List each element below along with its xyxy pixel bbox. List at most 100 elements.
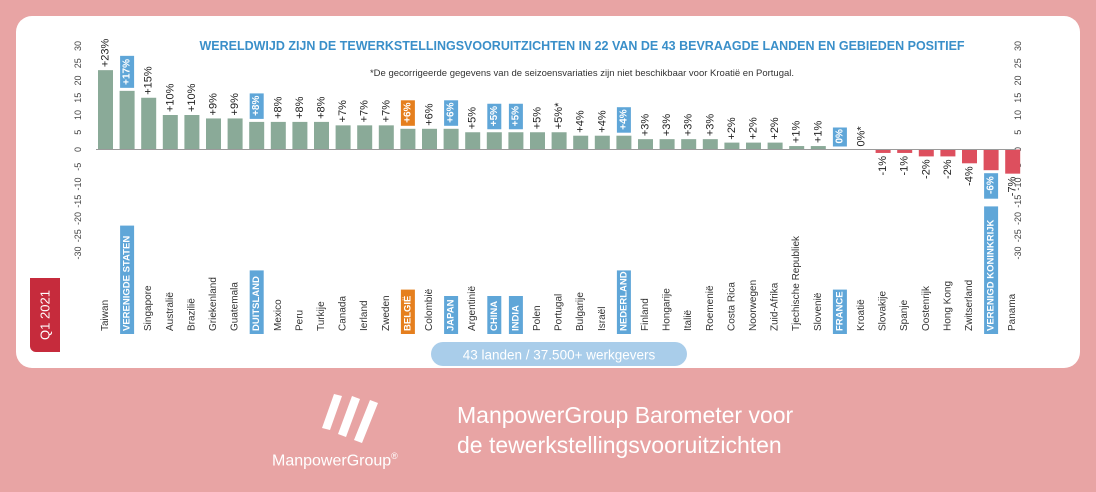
bar — [962, 149, 977, 164]
value-label: +15% — [143, 66, 155, 95]
value-label: +8% — [251, 95, 262, 115]
category-label-box — [487, 296, 502, 334]
bar — [767, 142, 783, 150]
bar — [465, 132, 481, 150]
category-label: Mexico — [273, 299, 284, 331]
bar — [443, 128, 459, 150]
category-label: Hong Kong — [942, 281, 953, 331]
bar — [702, 139, 718, 150]
quarter-badge: Q1 2021 — [30, 278, 60, 352]
bar — [638, 139, 653, 150]
bar-chart: WERELDWIJD ZIJN DE TEWERKSTELLINGSVOORUI… — [73, 38, 1023, 366]
barometer-title: ManpowerGroup Barometer voor de tewerkst… — [457, 402, 794, 458]
value-label: -4% — [964, 166, 976, 186]
category-label-box — [984, 206, 999, 334]
y-tick-label-left: -30 — [73, 246, 83, 259]
sample-size-pill — [431, 342, 687, 366]
category-label: NEDERLAND — [618, 271, 629, 331]
value-label-box — [487, 103, 502, 130]
bar — [400, 128, 416, 150]
y-tick-label-right: -25 — [1013, 229, 1023, 242]
value-label: +5%* — [553, 102, 565, 129]
bar — [486, 132, 502, 150]
bar — [270, 121, 286, 150]
bar — [983, 149, 999, 171]
chart-title: WERELDWIJD ZIJN DE TEWERKSTELLINGSVOORUI… — [199, 39, 964, 53]
y-tick-label-left: -15 — [73, 195, 83, 208]
bar — [162, 115, 178, 150]
bar — [98, 70, 113, 150]
value-label: +8% — [272, 96, 284, 119]
bar — [573, 135, 589, 150]
value-label: -6% — [986, 176, 997, 194]
value-label: +6% — [402, 102, 413, 122]
y-tick-label-left: 5 — [73, 130, 83, 135]
category-label: Tjechische Republiek — [791, 235, 802, 331]
value-label-box — [616, 107, 631, 133]
category-label: Zuid-Afrika — [770, 282, 781, 331]
value-label: +2% — [769, 117, 781, 140]
y-tick-label-right: 25 — [1013, 58, 1023, 68]
category-label: Italië — [683, 309, 694, 331]
value-label: 0% — [834, 129, 845, 144]
bar — [292, 121, 308, 150]
value-label: +9% — [229, 93, 241, 116]
y-tick-label-left: 15 — [73, 93, 83, 103]
category-label: FRANCE — [834, 291, 845, 331]
value-label: +1% — [791, 121, 803, 144]
y-tick-label-right: 20 — [1013, 75, 1023, 85]
value-label: -1% — [899, 156, 911, 176]
bar — [184, 115, 200, 150]
y-tick-label-right: 10 — [1013, 110, 1023, 120]
y-tick-label-left: 25 — [73, 58, 83, 68]
value-label: +7% — [359, 100, 371, 123]
bar — [335, 125, 351, 150]
value-label: -7% — [1007, 176, 1019, 196]
category-label: Hongarije — [662, 288, 673, 331]
value-label-box — [444, 100, 459, 126]
bar — [875, 149, 891, 153]
category-label: Brazilië — [186, 298, 197, 331]
category-label: Oostenrijk — [921, 285, 932, 331]
category-label: Panama — [1007, 293, 1018, 331]
value-label: +5% — [510, 106, 521, 126]
value-label: +7% — [380, 100, 392, 123]
value-label: -2% — [942, 159, 954, 179]
value-label: +5% — [489, 106, 500, 126]
brand-name: ManpowerGroup® — [272, 451, 398, 470]
y-tick-label-left: -10 — [73, 177, 83, 190]
bar — [789, 146, 805, 150]
value-label-box — [120, 55, 135, 88]
value-label: -1% — [877, 156, 889, 176]
bar — [141, 97, 157, 150]
value-label: +3% — [683, 114, 695, 137]
category-label: Turkije — [316, 301, 327, 331]
category-label: Argentinië — [467, 286, 478, 331]
category-label: Polen — [532, 305, 543, 331]
value-label: +5% — [532, 107, 544, 130]
category-label: Portugal — [554, 294, 565, 331]
category-label: Noorwegen — [748, 280, 759, 331]
category-label: Israël — [597, 307, 608, 331]
category-label: Zweden — [381, 295, 392, 331]
value-label: -2% — [920, 159, 932, 179]
bar — [206, 118, 221, 150]
bar — [378, 125, 394, 150]
value-label: +6% — [446, 102, 457, 122]
value-label: +9% — [208, 93, 220, 116]
value-label: +3% — [640, 114, 652, 137]
y-tick-label-left: 30 — [73, 41, 83, 51]
y-tick-label-left: -5 — [73, 163, 83, 171]
category-label: Colombië — [424, 288, 435, 331]
y-tick-label-right: 30 — [1013, 41, 1023, 51]
y-tick-label-right: 15 — [1013, 93, 1023, 103]
bar — [918, 149, 934, 157]
value-label: +4% — [618, 109, 629, 129]
bar — [616, 135, 632, 150]
manpowergroup-logo-icon — [322, 394, 378, 443]
category-label: Canada — [338, 296, 349, 331]
category-label: Slovenië — [813, 292, 824, 331]
y-tick-label-left: 20 — [73, 75, 83, 85]
bar — [357, 125, 373, 150]
chart-panel: WERELDWIJD ZIJN DE TEWERKSTELLINGSVOORUI… — [16, 16, 1080, 368]
